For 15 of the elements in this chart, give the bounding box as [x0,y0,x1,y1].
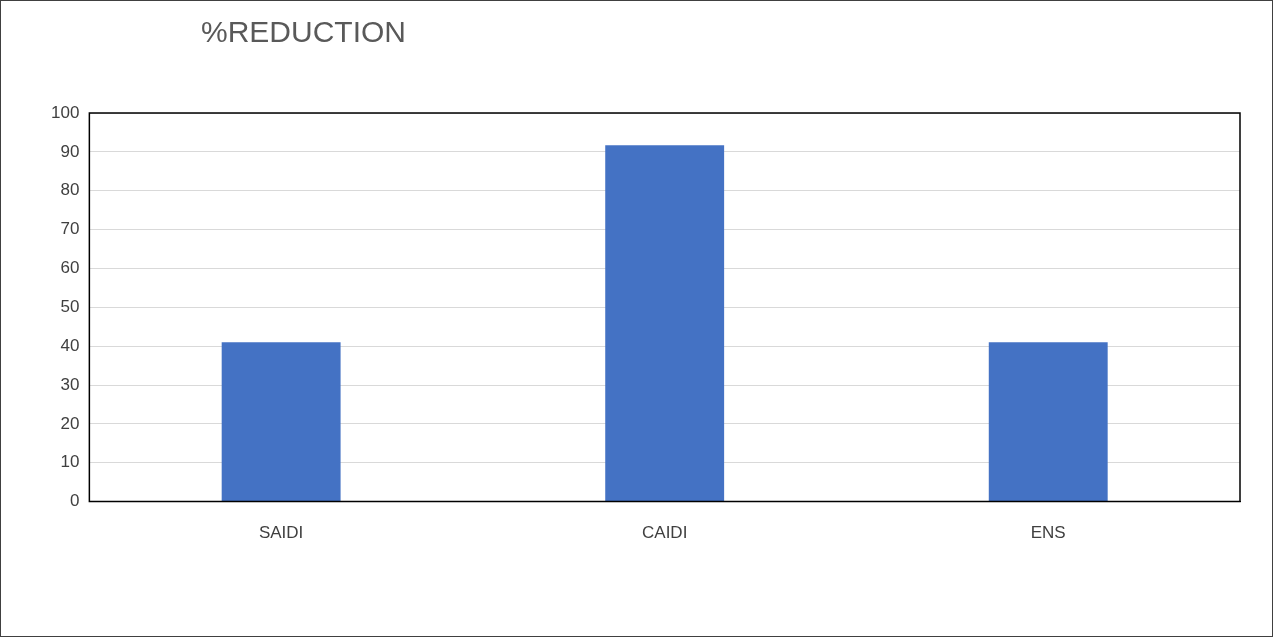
y-tick-label: 10 [60,452,80,472]
x-tick-label: CAIDI [642,523,688,543]
y-tick-label: 0 [69,491,80,511]
y-tick-label: 20 [60,413,80,433]
y-tick-label: 70 [60,219,80,239]
y-tick-label: 50 [60,296,80,316]
y-tick-label: 90 [60,141,80,161]
y-tick-label: 40 [60,335,80,355]
x-tick-label: SAIDI [258,523,304,543]
chart-title: %REDUCTION [201,15,407,49]
y-tick-label: 80 [60,180,80,200]
y-tick-label: 30 [60,374,80,394]
y-tick-label: 60 [60,258,80,278]
y-tick-label: 100 [50,102,80,122]
x-tick-label: ENS [1030,523,1066,543]
